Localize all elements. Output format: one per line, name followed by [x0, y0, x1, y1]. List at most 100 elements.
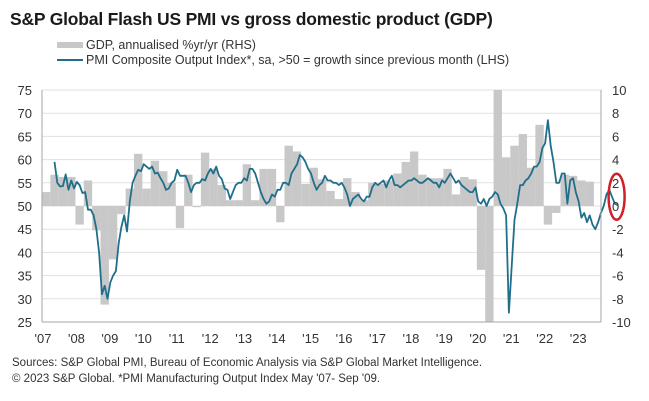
legend-item-gdp: GDP, annualised %yr/yr (RHS): [57, 38, 256, 52]
gdp-bar: [67, 177, 76, 206]
gdp-bar: [209, 168, 218, 206]
pmi-line-group: [53, 119, 619, 314]
right-tick-label: 2: [612, 176, 619, 191]
x-tick-label: '12: [202, 331, 219, 346]
gdp-bar: [326, 190, 335, 206]
gdp-bar: [184, 174, 193, 206]
axes: [41, 90, 602, 323]
gdp-bar: [251, 200, 260, 206]
legend-swatch-gdp: [57, 42, 83, 48]
gdp-bar: [234, 200, 243, 206]
left-tick-label: 45: [18, 222, 32, 237]
gdp-bar: [217, 185, 226, 206]
gdp-bar: [376, 183, 385, 206]
x-tick-label: '22: [536, 331, 553, 346]
gdp-bar: [242, 164, 252, 206]
gdp-bar: [493, 90, 502, 206]
x-tick-label: '11: [169, 331, 185, 346]
pmi-line: [53, 119, 619, 314]
legend-label-pmi: PMI Composite Output Index*, sa, >50 = g…: [86, 53, 510, 67]
tick-labels: 25 30 35 40 45 50 55 60 65 70 75 -10 -8 -6 -4 -2 0 2 4 6 8 10…: [18, 83, 631, 346]
gdp-bar: [426, 178, 436, 206]
gdp-bar: [259, 168, 268, 206]
gdp-bar: [418, 174, 427, 206]
legend-swatch-pmi: [57, 59, 83, 61]
x-tick-label: '20: [469, 331, 486, 346]
gdp-bar: [284, 145, 293, 206]
right-tick-label: 8: [612, 106, 619, 121]
left-tick-label: 35: [18, 269, 32, 284]
right-tick-label: -2: [612, 222, 624, 237]
right-tick-label: -4: [612, 245, 624, 260]
right-tick-label: -6: [612, 269, 624, 284]
gdp-bar: [50, 174, 59, 206]
left-tick-label: 55: [18, 176, 32, 191]
annotations: [607, 172, 626, 221]
x-tick-label: '18: [402, 331, 419, 346]
gdp-bar: [527, 167, 536, 206]
gdp-bar: [543, 206, 553, 225]
x-tick-label: '17: [369, 331, 386, 346]
gdp-bar: [292, 151, 302, 206]
gdp-bar: [393, 173, 402, 206]
legend-label-gdp: GDP, annualised %yr/yr (RHS): [86, 38, 256, 52]
gdp-bar: [108, 206, 118, 260]
x-tick-label: '16: [336, 331, 353, 346]
gdp-bar: [577, 180, 586, 206]
right-tick-label: 4: [612, 153, 619, 168]
chart-title: S&P Global Flash US PMI vs gross domesti…: [10, 9, 493, 29]
right-tick-label: 10: [612, 83, 626, 98]
gdp-bar: [334, 199, 344, 206]
right-tick-label: 6: [612, 129, 619, 144]
gdp-bar: [301, 183, 310, 206]
x-tick-label: '13: [235, 331, 252, 346]
gdp-bar: [351, 192, 360, 206]
gdp-bar: [159, 171, 168, 206]
gdp-bar: [92, 206, 101, 231]
left-tick-label: 75: [18, 83, 32, 98]
x-tick-label: '15: [302, 331, 319, 346]
gdp-bar: [518, 134, 528, 206]
gdp-bar: [117, 206, 126, 215]
gdp-bar: [568, 175, 578, 206]
gdp-bar: [510, 145, 519, 206]
gdp-bar: [435, 178, 444, 206]
gdp-bar: [100, 206, 109, 305]
gdp-bar: [309, 167, 318, 206]
highlight-ellipse: [607, 172, 626, 221]
gdp-bar: [359, 200, 369, 206]
right-tick-label: 0: [612, 199, 619, 214]
left-tick-label: 40: [18, 245, 32, 260]
gdp-bar: [451, 194, 461, 206]
right-tick-label: -10: [612, 315, 631, 330]
left-tick-label: 65: [18, 129, 32, 144]
gdp-bar: [75, 206, 84, 225]
gdp-bar: [58, 177, 68, 206]
gdp-bar: [42, 192, 51, 206]
x-tick-label: '14: [269, 331, 286, 346]
gdp-bar: [384, 180, 394, 206]
gdp-bar: [142, 188, 151, 206]
footer-copyright: © 2023 S&P Global. *PMI Manufacturing Ou…: [12, 373, 381, 385]
gdp-bar: [192, 206, 201, 208]
x-tick-label: '09: [101, 331, 118, 346]
x-tick-label: '08: [68, 331, 85, 346]
gdp-bar: [317, 179, 327, 206]
gdp-bar: [585, 181, 594, 206]
gdp-bar: [267, 168, 277, 206]
gdp-bar: [485, 206, 494, 322]
gdp-bar: [225, 200, 235, 206]
x-tick-label: '19: [436, 331, 453, 346]
x-tick-label: '07: [35, 331, 52, 346]
footer-sources: Sources: S&P Global PMI, Bureau of Econo…: [12, 357, 483, 369]
x-tick-label: '21: [503, 331, 520, 346]
left-tick-label: 60: [18, 153, 32, 168]
left-tick-label: 30: [18, 292, 32, 307]
x-tick-label: '10: [135, 331, 152, 346]
gdp-bar: [150, 160, 160, 206]
gdp-bar: [443, 168, 452, 206]
gdp-bar: [535, 124, 544, 206]
gdp-bar: [167, 182, 176, 206]
gdp-bar: [276, 206, 285, 223]
